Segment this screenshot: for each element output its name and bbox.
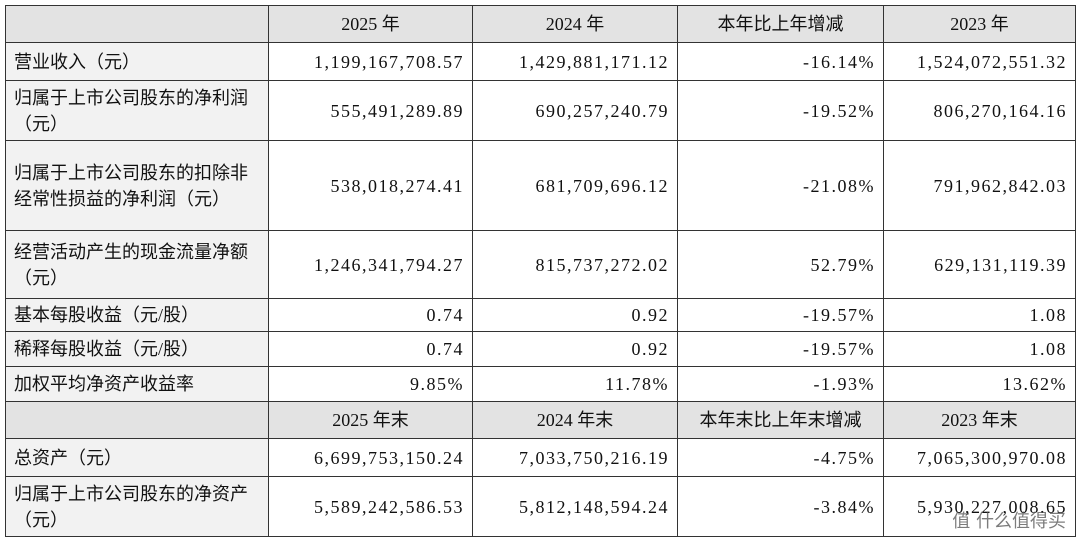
value-cell: 1.08 [883, 331, 1076, 367]
header-row: 2025 年 2024 年本年比上年增减 2023 年 [5, 5, 1076, 43]
value-cell: 7,033,750,216.19 [472, 438, 678, 477]
value-cell: 629,131,119.39 [883, 230, 1076, 299]
row-label: 总资产（元） [5, 438, 269, 477]
data-row: 归属于上市公司股东的净资产（元） 5,589,242,586.53 5,812,14… [5, 476, 1076, 537]
value-cell: -3.84% [677, 476, 884, 537]
value-cell: -21.08% [677, 140, 884, 231]
financial-table: 2025 年 2024 年本年比上年增减 2023 年营业收入（元） 1,199,16… [5, 5, 1076, 537]
value-cell: 9.85% [268, 366, 473, 402]
value-cell: 52.79% [677, 230, 884, 299]
value-cell: 6,699,753,150.24 [268, 438, 473, 477]
header-cell: 本年比上年增减 [677, 5, 884, 43]
value-cell: -19.52% [677, 80, 884, 141]
data-row: 归属于上市公司股东的扣除非经常性损益的净利润（元） 538,018,274.41 6… [5, 140, 1076, 231]
value-cell: 1,199,167,708.57 [268, 42, 473, 81]
value-cell: -19.57% [677, 331, 884, 367]
header-cell: 2023 年末 [883, 401, 1076, 439]
row-label: 归属于上市公司股东的净资产（元） [5, 476, 269, 537]
data-row: 加权平均净资产收益率 9.85% 11.78% -1.93% 13.62% [5, 366, 1076, 402]
value-cell: 5,812,148,594.24 [472, 476, 678, 537]
row-label: 归属于上市公司股东的净利润（元） [5, 80, 269, 141]
value-cell: 13.62% [883, 366, 1076, 402]
data-row: 营业收入（元） 1,199,167,708.57 1,429,881,171.12-… [5, 42, 1076, 81]
value-cell: -4.75% [677, 438, 884, 477]
value-cell: 1,246,341,794.27 [268, 230, 473, 299]
header-cell [5, 401, 269, 439]
header-row: 2025 年末 2024 年末 本年末比上年末增减 2023 年末 [5, 401, 1076, 439]
row-label: 营业收入（元） [5, 42, 269, 81]
value-cell: 1,524,072,551.32 [883, 42, 1076, 81]
value-cell: 1,429,881,171.12 [472, 42, 678, 81]
header-cell: 2023 年 [883, 5, 1076, 43]
header-cell: 2024 年 [472, 5, 678, 43]
value-cell: 5,930,227,008.65 [883, 476, 1076, 537]
value-cell: 0.92 [472, 298, 678, 332]
value-cell: -19.57% [677, 298, 884, 332]
value-cell: 806,270,164.16 [883, 80, 1076, 141]
value-cell: 690,257,240.79 [472, 80, 678, 141]
value-cell: 791,962,842.03 [883, 140, 1076, 231]
data-row: 经营活动产生的现金流量净额（元） 1,246,341,794.27 815,737,… [5, 230, 1076, 299]
value-cell: -1.93% [677, 366, 884, 402]
value-cell: 0.74 [268, 298, 473, 332]
data-row: 稀释每股收益（元/股） 0.74 0.92 -19.57% 1.08 [5, 331, 1076, 367]
header-cell: 本年末比上年末增减 [677, 401, 884, 439]
value-cell: -16.14% [677, 42, 884, 81]
value-cell: 5,589,242,586.53 [268, 476, 473, 537]
row-label: 基本每股收益（元/股） [5, 298, 269, 332]
header-cell: 2024 年末 [472, 401, 678, 439]
row-label: 经营活动产生的现金流量净额（元） [5, 230, 269, 299]
value-cell: 7,065,300,970.08 [883, 438, 1076, 477]
data-row: 归属于上市公司股东的净利润（元） 555,491,289.89 690,257,24… [5, 80, 1076, 141]
value-cell: 0.74 [268, 331, 473, 367]
header-cell [5, 5, 269, 43]
table-body: 2025 年 2024 年本年比上年增减 2023 年营业收入（元） 1,199,16… [5, 5, 1076, 537]
header-cell: 2025 年末 [268, 401, 473, 439]
value-cell: 1.08 [883, 298, 1076, 332]
value-cell: 11.78% [472, 366, 678, 402]
value-cell: 538,018,274.41 [268, 140, 473, 231]
value-cell: 0.92 [472, 331, 678, 367]
header-cell: 2025 年 [268, 5, 473, 43]
row-label: 加权平均净资产收益率 [5, 366, 269, 402]
watermark: 值 什么值得买 [952, 511, 1066, 532]
row-label: 归属于上市公司股东的扣除非经常性损益的净利润（元） [5, 140, 269, 231]
data-row: 总资产（元） 6,699,753,150.24 7,033,750,216.19 -4… [5, 438, 1076, 477]
value-cell: 815,737,272.02 [472, 230, 678, 299]
value-cell: 555,491,289.89 [268, 80, 473, 141]
data-row: 基本每股收益（元/股） 0.74 0.92 -19.57% 1.08 [5, 298, 1076, 332]
row-label: 稀释每股收益（元/股） [5, 331, 269, 367]
value-cell: 681,709,696.12 [472, 140, 678, 231]
